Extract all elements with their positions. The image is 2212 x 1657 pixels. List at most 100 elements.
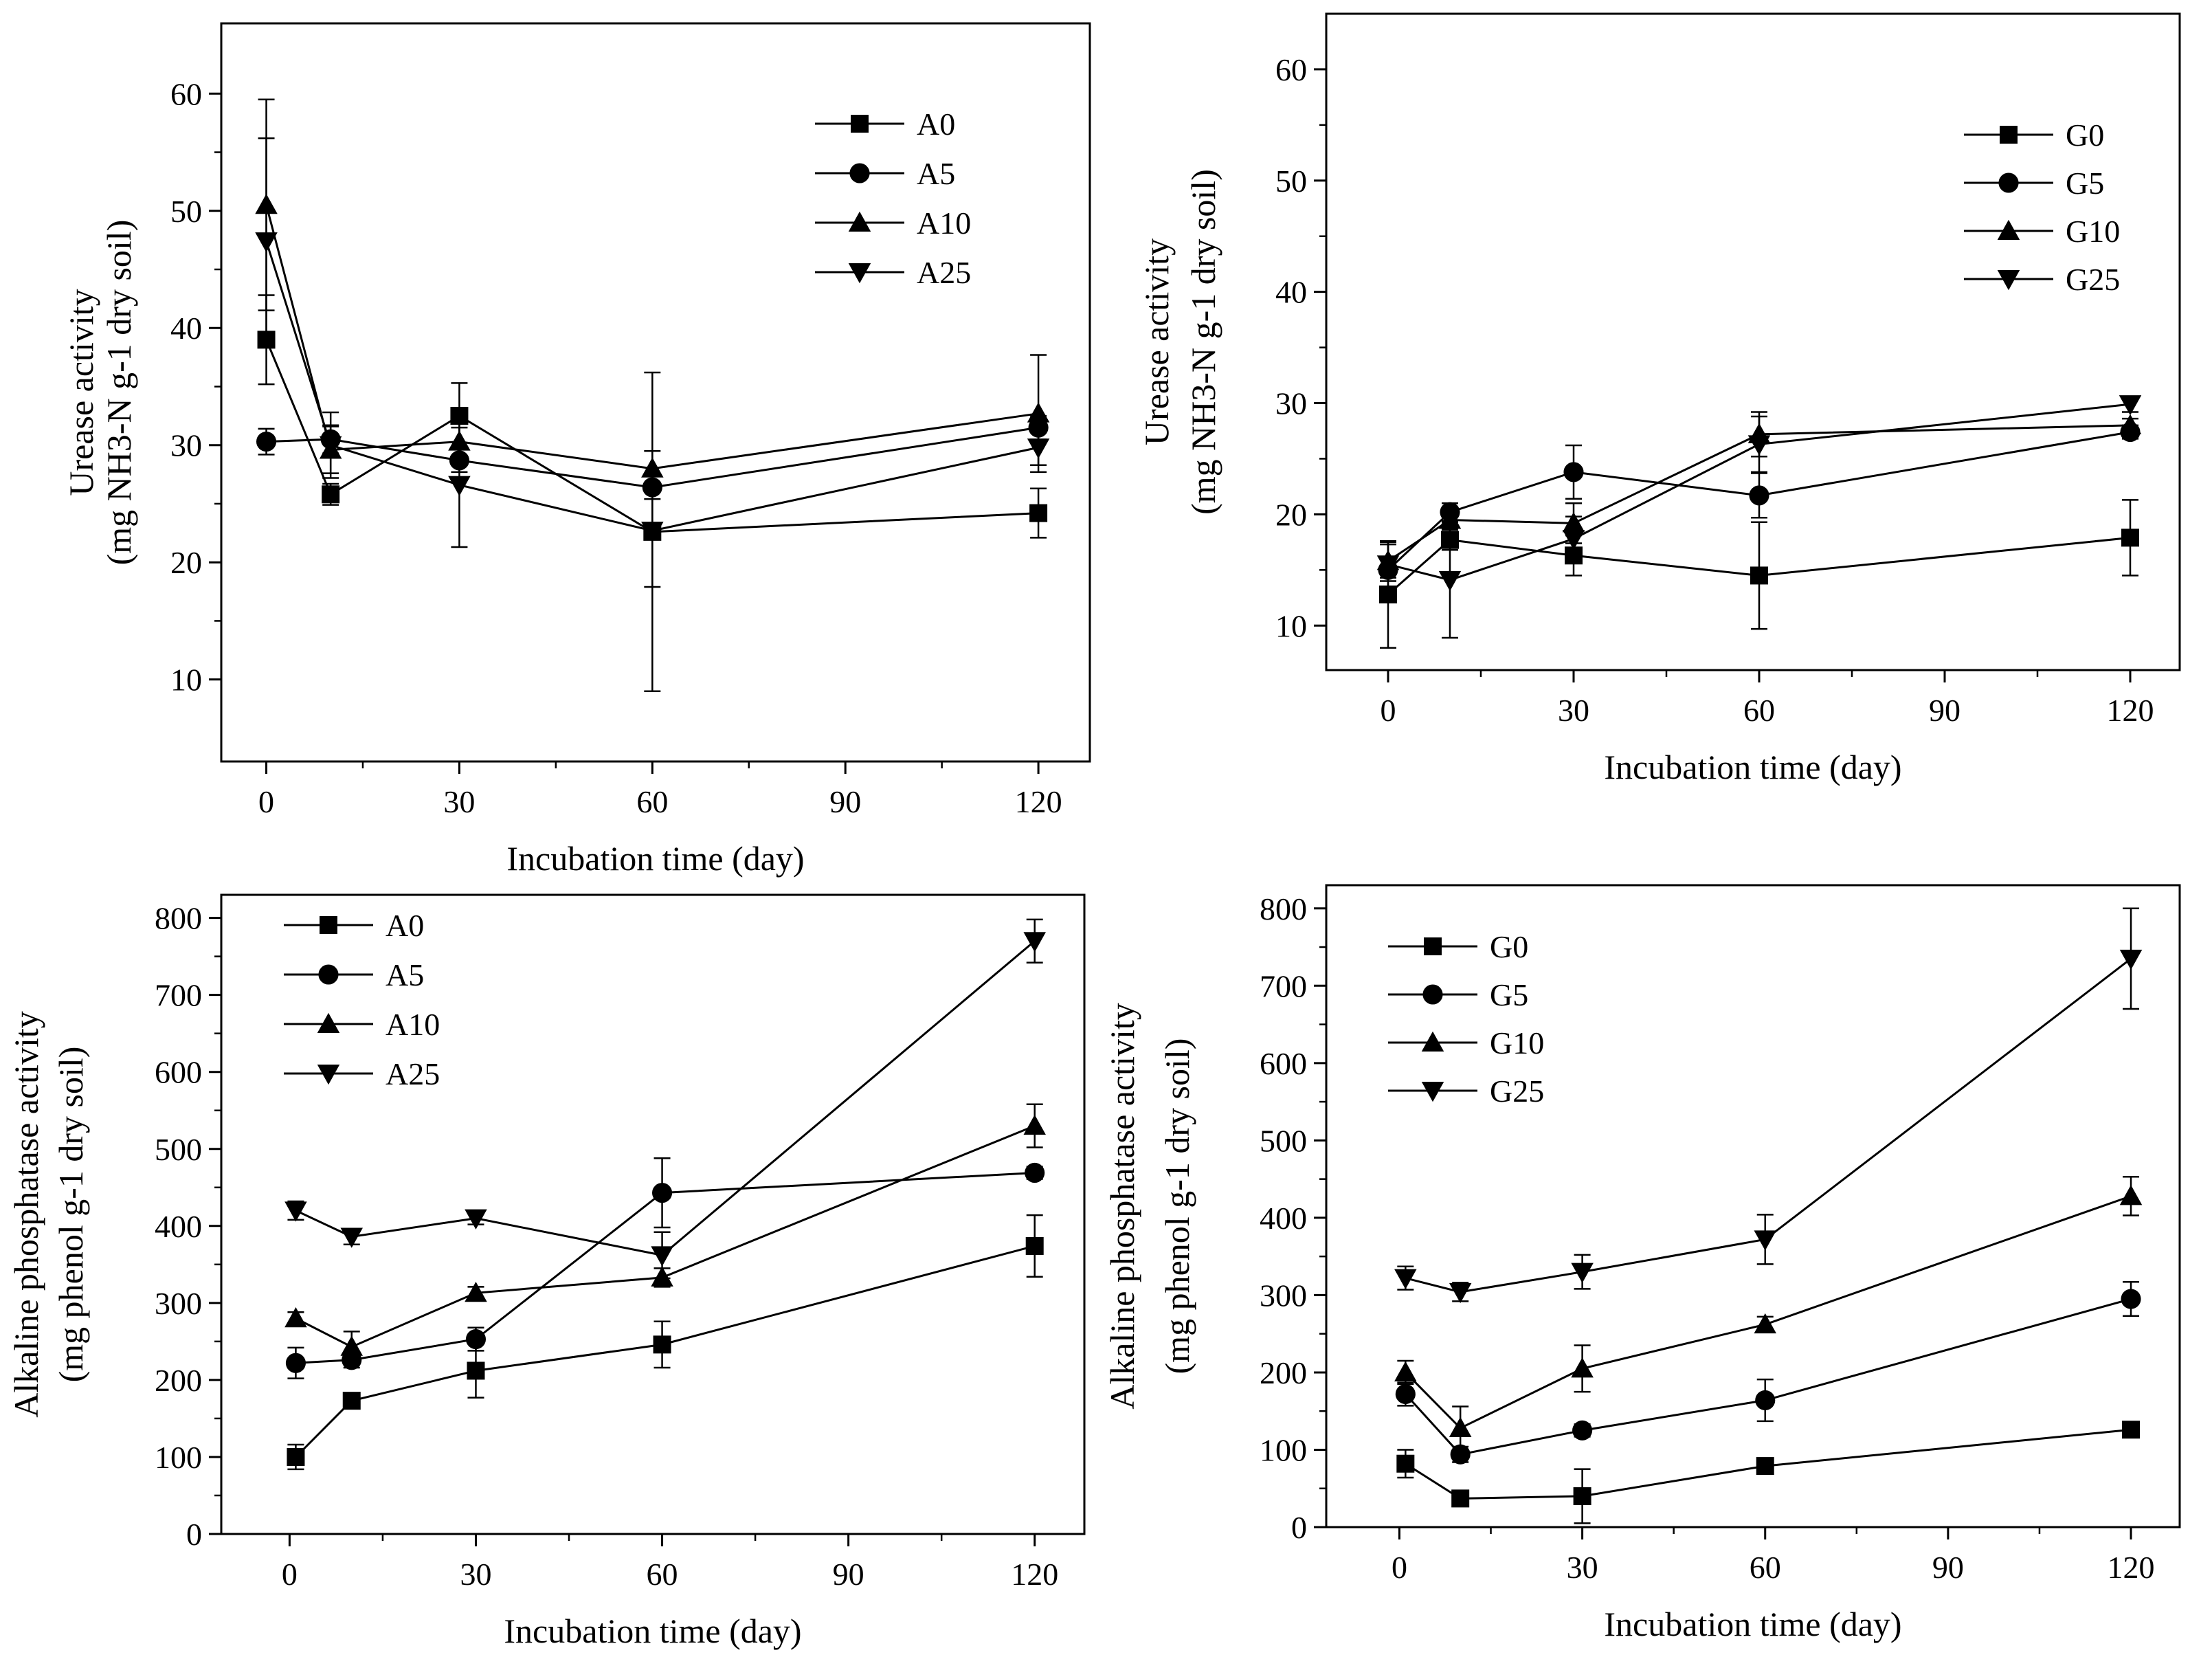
- data-point: [1023, 1114, 1046, 1135]
- legend-entry-A25: A25: [284, 1056, 440, 1091]
- chart-panel-bottom-right: 0 30 60 90 120 0 100 200 300 400 500 600 700 800 Incub…: [1103, 884, 2181, 1643]
- data-point: [342, 1392, 361, 1410]
- data-point: [1451, 1489, 1470, 1508]
- legend-entry-A10: A10: [284, 1007, 440, 1042]
- data-point: [255, 232, 278, 253]
- y-tick-label: 200: [1260, 1355, 1307, 1390]
- legend-entry-G10: G10: [1964, 214, 2120, 249]
- y-tick-label: 0: [1291, 1510, 1307, 1545]
- y-tick-label: 500: [155, 1132, 202, 1167]
- data-point: [1754, 1313, 1776, 1334]
- y-tick-label: 40: [1275, 275, 1307, 310]
- legend-marker: [1997, 270, 2020, 291]
- plot-frame: [220, 22, 1091, 763]
- data-point: [340, 1335, 364, 1356]
- x-tick-label: 30: [460, 1557, 491, 1592]
- legend-marker: [320, 916, 337, 934]
- x-tick-label: 90: [829, 784, 861, 819]
- legend-marker: [2000, 126, 2018, 144]
- x-tick-label: 120: [1011, 1557, 1058, 1592]
- x-axis-title: Incubation time (day): [506, 839, 804, 878]
- plot-frame: [220, 893, 1086, 1535]
- data-point: [467, 1361, 485, 1380]
- x-tick-label: 90: [833, 1557, 864, 1592]
- data-point: [1027, 438, 1050, 459]
- data-point: [1756, 1457, 1774, 1476]
- legend-label: A10: [917, 205, 971, 241]
- y-axis-title-line1: Alkaline phosphatase activity: [7, 1011, 45, 1418]
- y-tick-label: 300: [155, 1286, 202, 1321]
- y-axis-title-line2: (mg phenol g-1 dry soil): [52, 1047, 90, 1383]
- data-point: [284, 1201, 307, 1222]
- y-tick-label: 800: [1260, 891, 1307, 926]
- y-tick-label: 10: [170, 663, 202, 698]
- series-A0: [287, 1214, 1044, 1471]
- data-point: [2119, 949, 2143, 970]
- legend-label: A5: [386, 957, 424, 992]
- data-point: [1379, 585, 1397, 603]
- series-G5: [1395, 1281, 2141, 1465]
- legend-marker: [1421, 1031, 1444, 1052]
- data-point: [284, 1307, 307, 1328]
- legend-marker: [1422, 984, 1443, 1005]
- series-A25: [284, 918, 1046, 1280]
- x-tick-label: 120: [1015, 784, 1062, 819]
- y-tick-label: 50: [170, 194, 202, 229]
- data-point: [651, 1183, 673, 1203]
- chart-panel-bottom-left: 0 30 60 90 120 0 100 200 300 400 500 600 700 800 Incub…: [7, 893, 1086, 1650]
- legend-entry-G5: G5: [1964, 166, 2104, 201]
- data-point: [1023, 932, 1046, 953]
- y-tick-label: 600: [1260, 1046, 1307, 1081]
- y-axis-title-line1: Urease activity: [1137, 238, 1176, 445]
- legend-label: A0: [386, 908, 424, 943]
- legend-label: G10: [2066, 214, 2120, 249]
- legend-marker: [848, 211, 871, 232]
- x-axis-title: Incubation time (day): [1604, 1605, 1901, 1643]
- x-tick-label: 30: [1558, 693, 1589, 728]
- y-tick-label: 20: [1275, 497, 1307, 532]
- y-tick-label: 500: [1260, 1123, 1307, 1158]
- data-point: [448, 476, 471, 496]
- data-point: [465, 1282, 487, 1302]
- y-tick-label: 60: [1275, 52, 1307, 87]
- legend-marker: [317, 1012, 340, 1033]
- x-tick-label: 90: [1929, 693, 1960, 728]
- data-point: [322, 485, 340, 504]
- y-tick-label: 0: [186, 1517, 202, 1552]
- data-point: [450, 407, 469, 425]
- data-point: [1573, 1487, 1591, 1505]
- legend-entry-G0: G0: [1964, 118, 2104, 153]
- legend-entry-A10: A10: [815, 205, 971, 241]
- data-point: [641, 522, 664, 542]
- legend-entry-G25: G25: [1388, 1074, 1544, 1109]
- legend-label: A25: [917, 255, 971, 290]
- data-point: [1562, 530, 1585, 551]
- series-G0: [1396, 1421, 2141, 1524]
- data-point: [1572, 1420, 1593, 1441]
- y-axis-title-line2: (mg phenol g-1 dry soil): [1158, 1038, 1196, 1375]
- legend-entry-A5: A5: [284, 957, 424, 992]
- y-tick-label: 600: [155, 1055, 202, 1090]
- data-point: [1027, 402, 1050, 423]
- legend-marker: [1421, 1082, 1444, 1102]
- data-point: [1395, 1383, 1416, 1405]
- y-tick-label: 700: [155, 978, 202, 1013]
- data-point: [1750, 566, 1768, 585]
- y-axis-title-line1: Urease activity: [62, 289, 100, 496]
- legend-entry-A25: A25: [815, 255, 971, 290]
- x-tick-label: 90: [1932, 1550, 1964, 1585]
- y-tick-label: 50: [1275, 164, 1307, 199]
- series-G25: [1376, 395, 2142, 639]
- y-tick-label: 400: [1260, 1201, 1307, 1236]
- legend-label: G5: [1490, 977, 1528, 1012]
- legend-marker: [848, 263, 871, 284]
- x-tick-label: 120: [2107, 693, 2154, 728]
- data-point: [1025, 1162, 1045, 1183]
- x-tick-label: 60: [1750, 1550, 1781, 1585]
- x-tick-label: 60: [1743, 693, 1775, 728]
- x-tick-label: 0: [282, 1557, 298, 1592]
- x-tick-label: 0: [258, 784, 274, 819]
- y-tick-label: 100: [1260, 1432, 1307, 1467]
- y-tick-label: 20: [170, 545, 202, 580]
